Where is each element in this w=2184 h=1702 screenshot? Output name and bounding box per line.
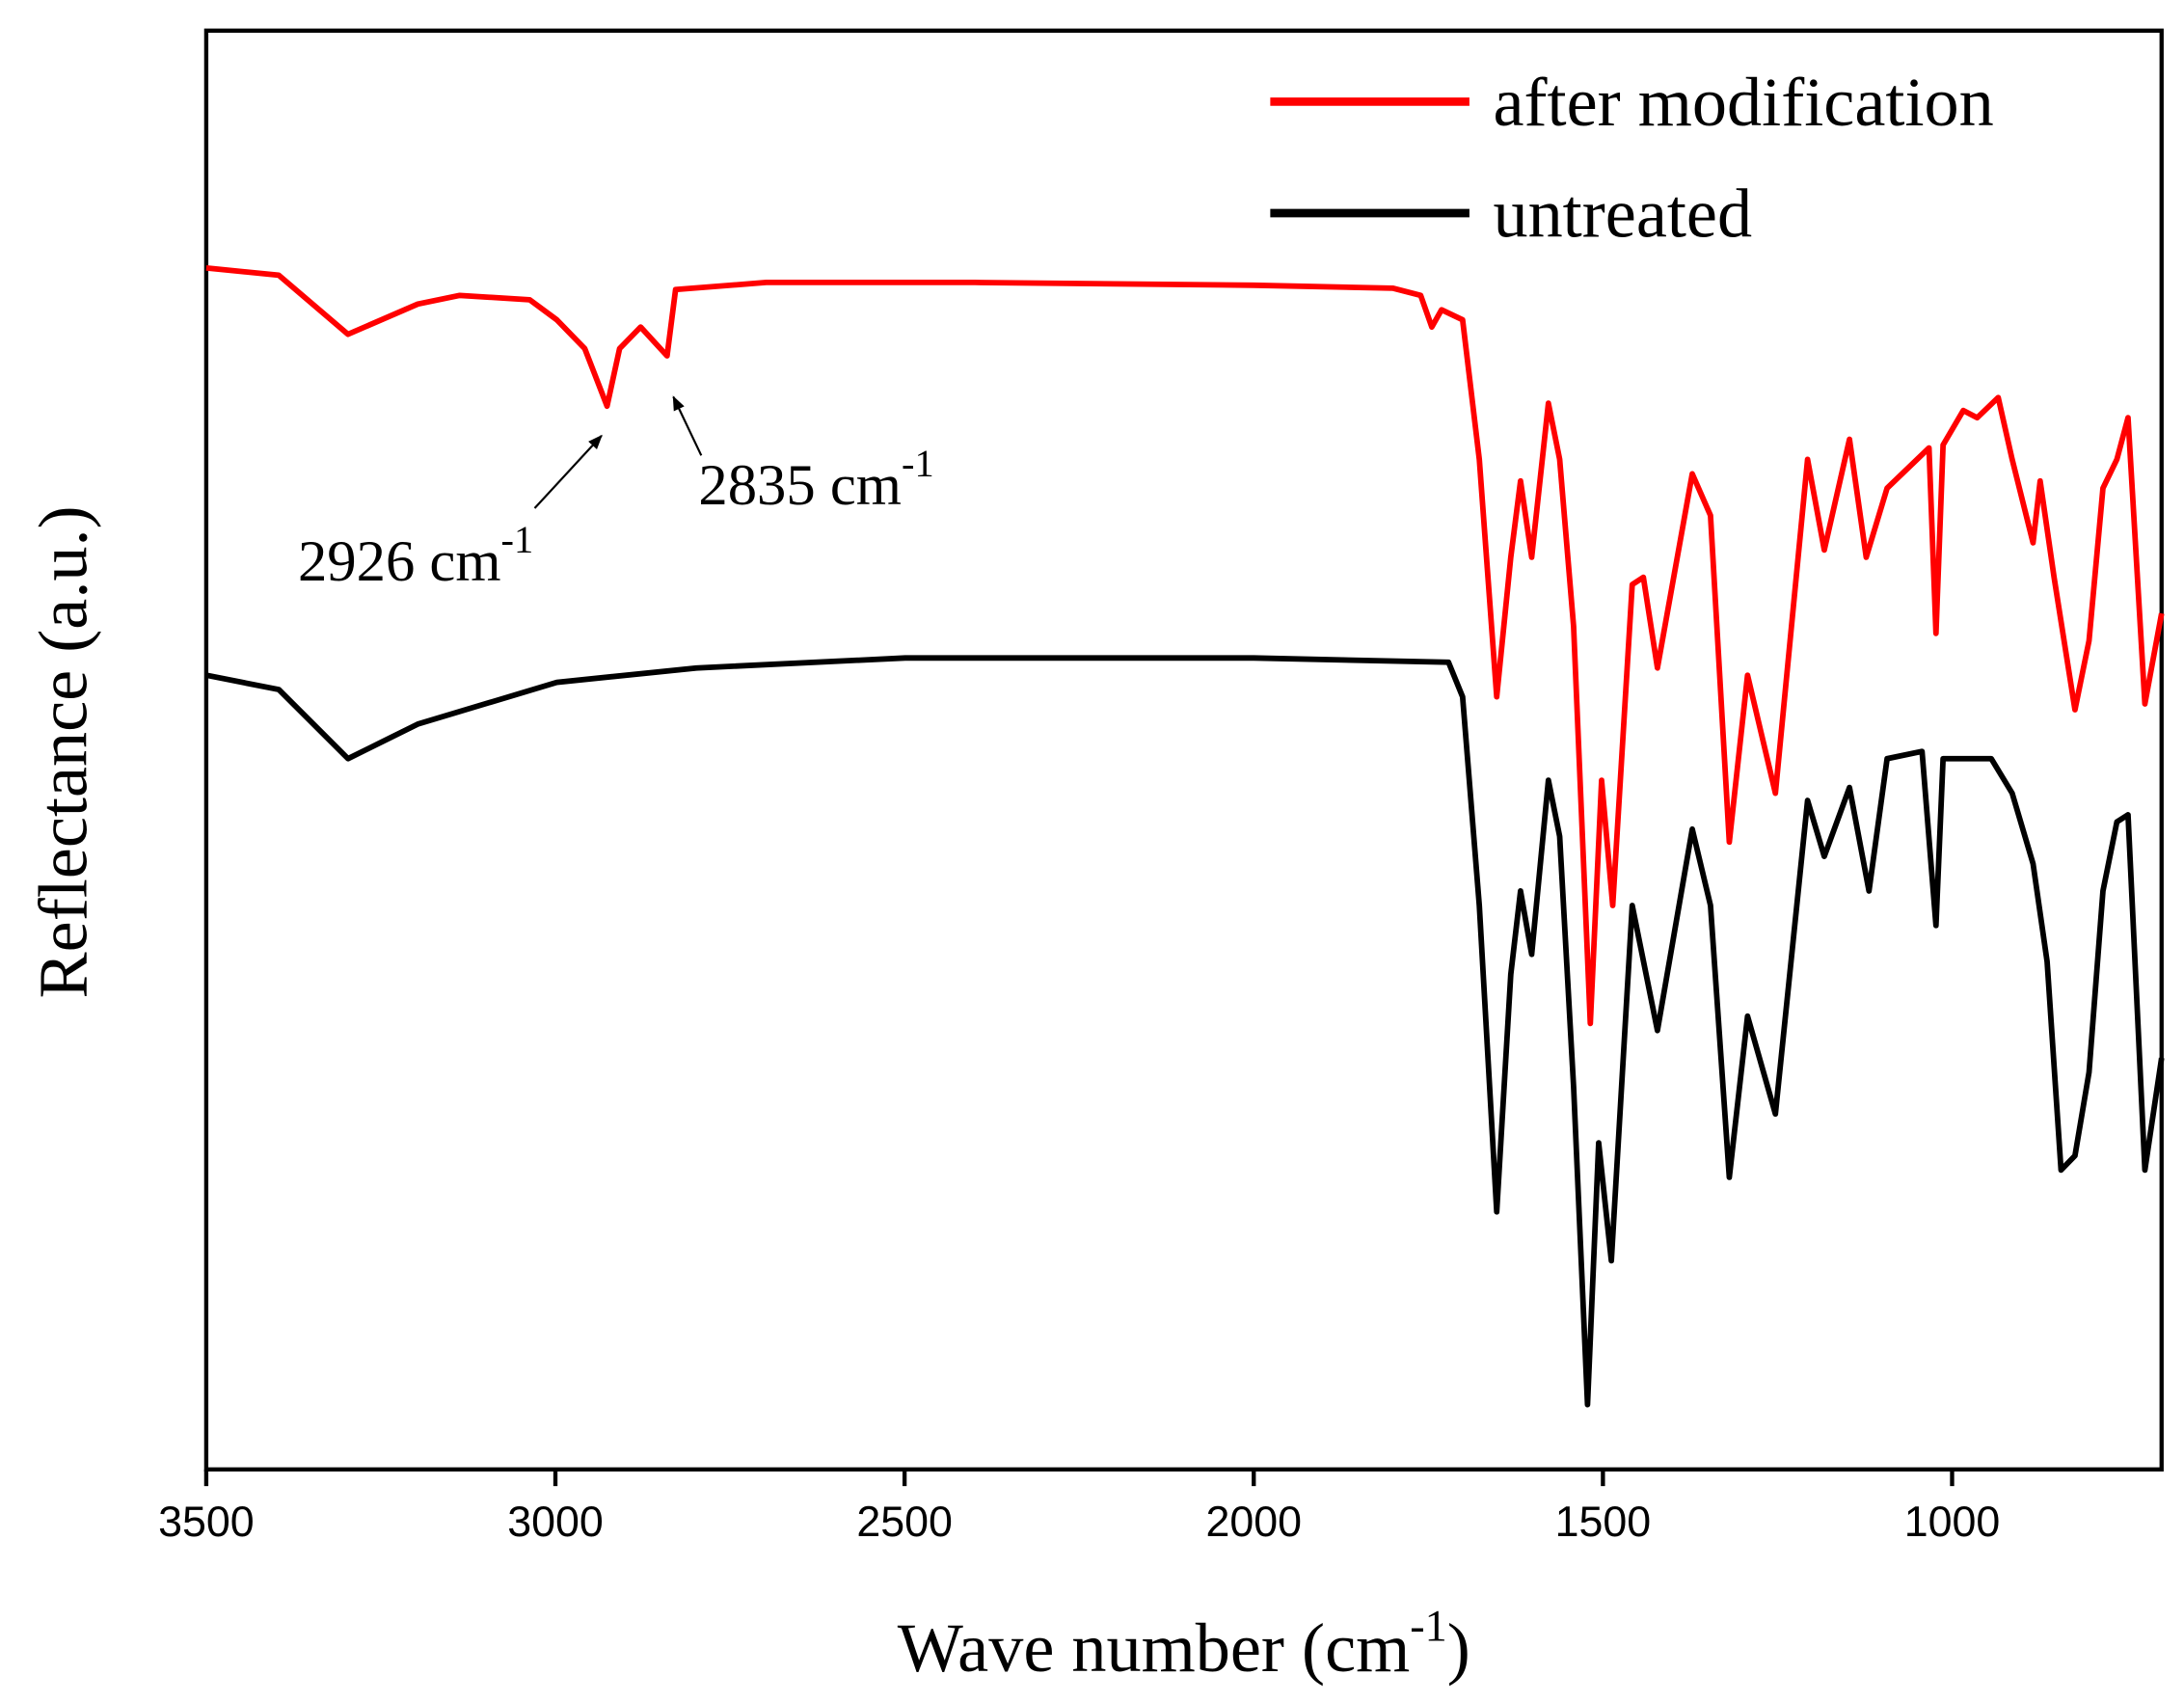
x-axis-label-sup: -1 xyxy=(1410,1601,1447,1650)
series-line xyxy=(205,265,2165,1027)
x-tick-label: 3500 xyxy=(158,1498,255,1546)
annotation: 2835 cm-1 xyxy=(698,442,933,518)
y-axis-label: Reflectance (a.u.) xyxy=(25,505,102,998)
annotation-arrow xyxy=(672,395,703,456)
annotation: 2926 cm-1 xyxy=(298,518,533,594)
x-axis-label-main: Wave number (cm xyxy=(898,1609,1410,1687)
plot-frame xyxy=(203,28,2164,1472)
x-tick-label: 1000 xyxy=(1904,1498,2001,1546)
annotation-arrow xyxy=(533,434,603,509)
legend-label: untreated xyxy=(1493,176,1752,253)
series-line xyxy=(205,655,2165,1408)
x-axis-label-end: ) xyxy=(1447,1609,1470,1687)
x-tick-label: 2000 xyxy=(1205,1498,1302,1546)
legend-label: after modification xyxy=(1493,64,1993,141)
annotation-text: 2835 cm xyxy=(698,453,902,518)
x-axis-label: Wave number (cm-1) xyxy=(898,1601,1470,1687)
annotation-sup: -1 xyxy=(902,442,934,485)
x-tick-label: 1500 xyxy=(1555,1498,1652,1546)
annotation-text: 2926 cm xyxy=(298,529,501,594)
x-tick-label: 2500 xyxy=(856,1498,953,1546)
x-tick-label: 3000 xyxy=(507,1498,604,1546)
annotation-sup: -1 xyxy=(501,518,534,561)
